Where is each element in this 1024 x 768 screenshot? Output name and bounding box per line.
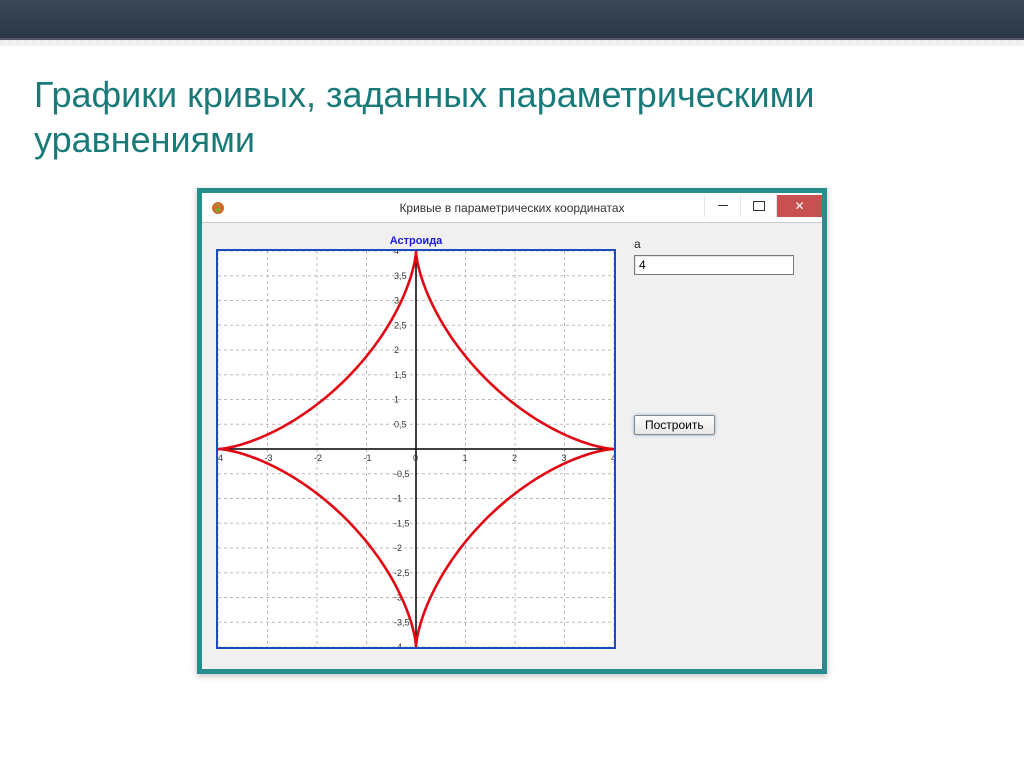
presentation-top-bar bbox=[0, 0, 1024, 40]
svg-text:-2: -2 bbox=[314, 453, 322, 463]
svg-text:4: 4 bbox=[611, 453, 614, 463]
svg-text:-2: -2 bbox=[394, 543, 402, 553]
svg-text:-3,5: -3,5 bbox=[394, 617, 410, 627]
svg-text:-1: -1 bbox=[364, 453, 372, 463]
window-titlebar[interactable]: Кривые в параметрических координатах bbox=[202, 193, 822, 223]
chart-title: Астроида bbox=[216, 235, 616, 247]
svg-text:2: 2 bbox=[394, 345, 399, 355]
svg-text:-4: -4 bbox=[394, 642, 402, 647]
build-button[interactable]: Построить bbox=[634, 415, 715, 435]
app-window: Кривые в параметрических координатах Аст… bbox=[197, 188, 827, 674]
svg-text:-4: -4 bbox=[218, 453, 223, 463]
svg-text:3,5: 3,5 bbox=[394, 271, 407, 281]
window-controls bbox=[704, 195, 822, 217]
svg-text:-0,5: -0,5 bbox=[394, 469, 410, 479]
svg-text:4: 4 bbox=[394, 251, 399, 256]
slide-title: Графики кривых, заданных параметрическим… bbox=[0, 40, 1024, 180]
chart-frame: -4-3-2-101234-4-3,5-3-2,5-2-1,5-1-0,50,5… bbox=[216, 249, 616, 649]
svg-text:2,5: 2,5 bbox=[394, 320, 407, 330]
app-icon bbox=[210, 200, 226, 216]
window-client-area: Астроида -4-3-2-101234-4-3,5-3-2,5-2-1,5… bbox=[202, 223, 822, 669]
chart-svg: -4-3-2-101234-4-3,5-3-2,5-2-1,5-1-0,50,5… bbox=[218, 251, 614, 647]
svg-text:-1: -1 bbox=[394, 494, 402, 504]
svg-text:1: 1 bbox=[463, 453, 468, 463]
svg-text:-1,5: -1,5 bbox=[394, 518, 410, 528]
chart-column: Астроида -4-3-2-101234-4-3,5-3-2,5-2-1,5… bbox=[216, 235, 616, 649]
svg-text:1,5: 1,5 bbox=[394, 370, 407, 380]
close-button[interactable] bbox=[776, 195, 822, 217]
param-a-label: a bbox=[634, 237, 808, 251]
side-panel: a Построить bbox=[634, 235, 808, 649]
maximize-button[interactable] bbox=[740, 195, 776, 217]
svg-text:1: 1 bbox=[394, 395, 399, 405]
param-a-input[interactable] bbox=[634, 255, 794, 275]
svg-text:-2,5: -2,5 bbox=[394, 568, 410, 578]
svg-text:0,5: 0,5 bbox=[394, 419, 407, 429]
minimize-button[interactable] bbox=[704, 195, 740, 217]
svg-text:3: 3 bbox=[394, 296, 399, 306]
svg-text:2: 2 bbox=[512, 453, 517, 463]
svg-text:0: 0 bbox=[413, 453, 418, 463]
